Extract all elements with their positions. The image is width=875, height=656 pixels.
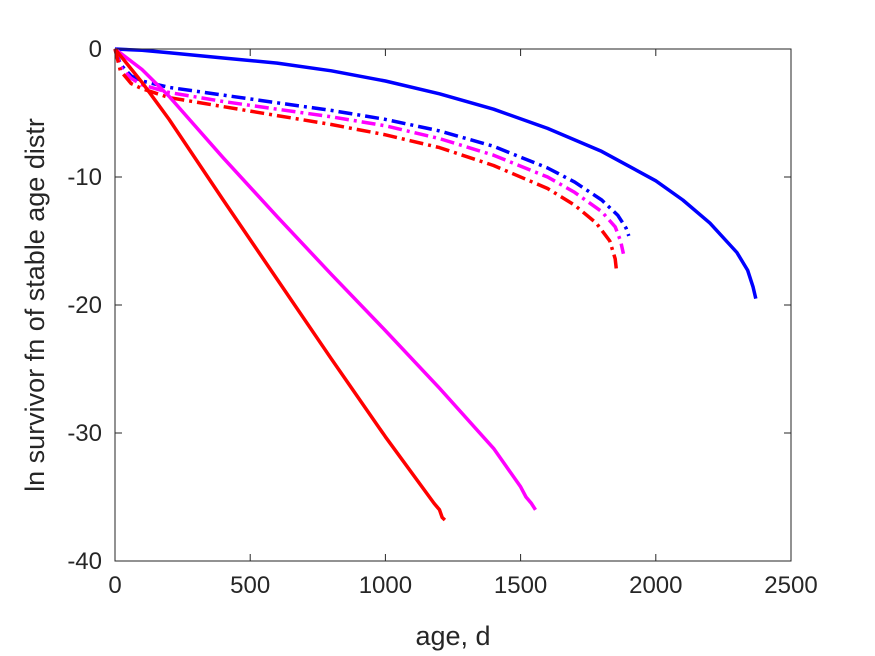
series-line-1 xyxy=(114,47,758,299)
x-tick-label: 0 xyxy=(108,572,121,599)
x-tick-label: 500 xyxy=(230,572,270,599)
y-tick-label: -20 xyxy=(67,292,102,319)
y-tick-label: -30 xyxy=(67,420,102,447)
x-tick-label: 1000 xyxy=(359,572,412,599)
series-line-4 xyxy=(113,48,619,272)
y-tick-label: 0 xyxy=(89,36,102,63)
x-tick-label: 1500 xyxy=(494,572,547,599)
y-tick-label: -40 xyxy=(67,548,102,575)
x-tick-label: 2500 xyxy=(764,572,817,599)
x-axis-label: age, d xyxy=(415,621,490,651)
x-tick-label: 2000 xyxy=(629,572,682,599)
series-line-6 xyxy=(113,47,447,522)
y-tick-label: -10 xyxy=(67,164,102,191)
series-line-5 xyxy=(113,47,537,511)
plot-background xyxy=(115,49,791,561)
series-layer xyxy=(113,47,758,522)
y-axis-label: ln survivor fn of stable age distr xyxy=(20,118,50,492)
axes-layer: 0 500 1000 1500 2000 2500 0 -10 -20 -30 -40 xyxy=(67,36,817,599)
